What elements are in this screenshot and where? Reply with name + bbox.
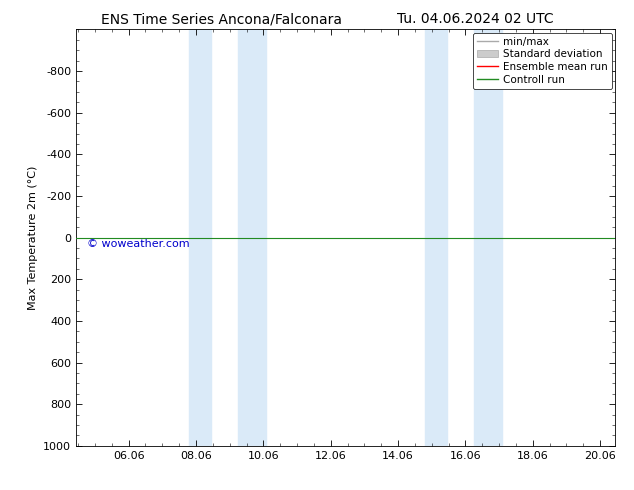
Legend: min/max, Standard deviation, Ensemble mean run, Controll run: min/max, Standard deviation, Ensemble me… [473, 32, 612, 89]
Bar [425, 29, 446, 446]
Bar [189, 29, 210, 446]
Y-axis label: Max Temperature 2m (°C): Max Temperature 2m (°C) [28, 166, 37, 310]
Bar [474, 29, 502, 446]
Bar [238, 29, 266, 446]
Text: © woweather.com: © woweather.com [87, 239, 190, 249]
Text: Tu. 04.06.2024 02 UTC: Tu. 04.06.2024 02 UTC [397, 12, 554, 26]
Text: ENS Time Series Ancona/Falconara: ENS Time Series Ancona/Falconara [101, 12, 342, 26]
